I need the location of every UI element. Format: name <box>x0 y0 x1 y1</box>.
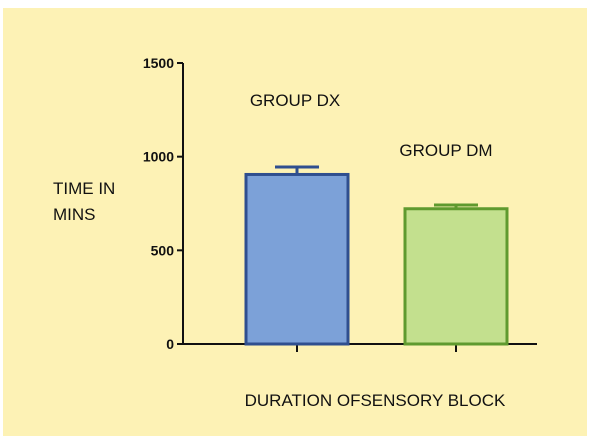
y-tick-label: 1000 <box>143 149 174 165</box>
bar-group-dx <box>244 172 350 346</box>
category-label: GROUP DM <box>399 141 492 160</box>
y-tick-label: 500 <box>151 242 175 258</box>
y-tick-label: 1500 <box>143 55 174 71</box>
y-tick-label: 0 <box>166 336 174 352</box>
y-axis-label: TIME IN <box>53 179 115 198</box>
labels: 0 500 1000 1500 GROUP DX GROUP DM TIME IN MINS D… <box>53 55 506 410</box>
y-axis-label: MINS <box>53 205 96 224</box>
x-axis-label: DURATION OFSENSORY BLOCK <box>245 391 506 410</box>
category-label: GROUP DX <box>250 91 340 110</box>
bars <box>244 165 509 346</box>
bar-group-dm <box>403 207 509 346</box>
